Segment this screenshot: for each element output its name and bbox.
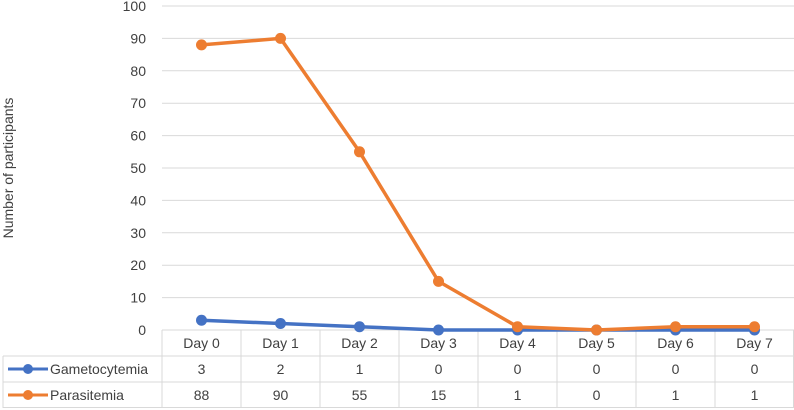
x-category-label: Day 3 [420,335,457,351]
y-tick-label: 70 [130,95,146,111]
data-point [670,321,681,333]
y-tick-labels: 0 10 20 30 40 50 60 70 80 90 100 [123,0,147,338]
legend-entry: Parasitemia [50,387,124,403]
table-cell-value: 3 [198,361,206,377]
y-tick-label: 40 [130,192,146,208]
table-cell-value: 1 [356,361,364,377]
legend-key-marker [23,364,33,374]
table-cell-value: 15 [431,387,447,403]
data-table: Day 0 Day 1 Day 2 Day 3 Day 4 Day 5 Day 6 Day 7… [2,329,794,408]
data-point [275,32,286,44]
table-cell-value: 0 [672,361,680,377]
x-category-label: Day 1 [262,335,299,351]
series-lines [196,32,760,336]
data-point [433,275,444,287]
table-cell-value: 0 [593,387,601,403]
y-tick-label: 20 [130,257,146,273]
y-tick-label: 100 [123,0,147,14]
y-tick-label: 90 [130,30,146,46]
gridlines [162,5,794,299]
data-point [749,321,760,333]
table-cell-value: 90 [273,387,289,403]
x-category-label: Day 0 [183,335,220,351]
data-point [512,321,523,333]
y-tick-label: 10 [130,290,146,306]
table-cell-value: 0 [435,361,443,377]
table-cell-value: 1 [514,387,522,403]
data-point [196,39,207,51]
data-point [354,146,365,158]
x-category-label: Day 2 [341,335,378,351]
x-category-label: Day 4 [499,335,536,351]
x-category-label: Day 5 [578,335,615,351]
series-line [201,36,755,332]
data-point [591,324,602,336]
data-point [433,324,444,336]
table-cell-value: 0 [593,361,601,377]
y-tick-label: 80 [130,63,146,79]
series-line [201,318,755,332]
data-point [354,321,365,333]
x-category-label: Day 7 [736,335,773,351]
y-tick-label: 30 [130,225,146,241]
y-axis-label: Number of participants [0,98,16,239]
x-category-label: Day 6 [657,335,694,351]
table-cell-value: 1 [672,387,680,403]
table-cell-value: 1 [751,387,759,403]
table-cell-value: 2 [277,361,285,377]
table-cell-value: 0 [751,361,759,377]
data-point [275,318,286,330]
y-tick-label: 50 [130,160,146,176]
table-cell-value: 55 [352,387,368,403]
legend-key-marker [23,390,33,400]
legend-entry: Gametocytemia [50,361,148,377]
data-point [196,314,207,326]
table-cell-value: 88 [194,387,210,403]
table-cell-value: 0 [514,361,522,377]
y-tick-label: 0 [138,322,146,338]
y-tick-label: 60 [130,128,146,144]
